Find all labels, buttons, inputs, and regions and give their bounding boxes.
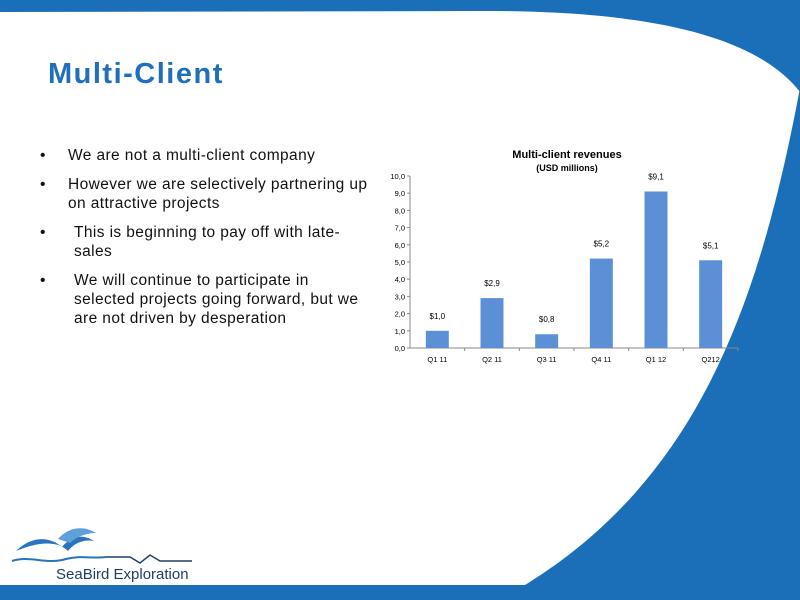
bullet-text: This is beginning to pay off with late-s… [74,224,341,260]
x-tick-label: Q2 11 [482,355,502,364]
data-label: $1,0 [430,312,446,321]
y-tick-label: 4,0 [395,275,405,284]
bullet-item: • We will continue to participate in sel… [40,271,370,328]
y-tick-label: 1,0 [395,327,405,336]
top-swoosh [0,0,800,92]
bar [425,330,449,348]
chart-subtitle: (USD millions) [536,163,598,173]
seagull-wave-icon [11,528,192,564]
data-label: $5,1 [703,241,719,250]
chart-title: Multi-client revenues [512,149,621,161]
x-tick-label: Q1 12 [646,355,666,364]
y-tick-label: 2,0 [395,310,405,319]
x-tick-label: Q212 [701,355,719,364]
slide-title: Multi-Client [48,58,224,90]
bullet-text: We are not a multi-client company [68,147,316,164]
data-label: $5,2 [594,240,610,249]
y-tick-label: 9,0 [395,189,405,198]
bullet-item: • However we are selectively partnering … [40,175,370,213]
bar [535,334,559,348]
bullet-item: • This is beginning to pay off with late… [40,223,370,261]
x-tick-label: Q3 11 [537,355,557,364]
bullet-text: However we are selectively partnering up… [68,176,368,212]
logo-text: SeaBird Exploration [56,566,189,583]
bullet-dot: • [40,147,46,164]
bullet-item: • We are not a multi-client company [40,146,370,165]
bullet-dot: • [40,272,46,289]
multi-client-revenue-chart: Multi-client revenues (USD millions) 0,0… [390,149,739,364]
x-tick-label: Q4 11 [591,355,611,364]
bar [589,258,613,348]
bar [644,191,668,348]
bullet-dot: • [40,176,46,193]
data-label: $9,1 [648,172,664,181]
y-tick-label: 10,0 [390,172,405,181]
right-swoosh [520,88,800,588]
y-tick-label: 7,0 [395,224,405,233]
bullet-text: We will continue to participate in selec… [74,272,359,327]
y-tick-label: 0,0 [395,344,405,353]
y-tick-label: 8,0 [395,206,405,215]
bar [699,260,723,348]
data-label: $0,8 [539,315,555,324]
bullet-dot: • [40,224,46,241]
data-label: $2,9 [484,279,500,288]
y-tick-label: 6,0 [395,241,405,250]
company-logo [10,525,200,580]
chart-body: 0,0 1,0 2,0 3,0 4,0 5,0 6,0 7,0 8,0 9,0 10,0 $1,0 Q1… [390,172,739,364]
bullet-list: • We are not a multi-client company • Ho… [40,146,370,338]
bottom-bar [0,585,800,600]
y-tick-label: 5,0 [395,258,405,267]
bar [480,298,504,348]
x-tick-label: Q1 11 [427,355,447,364]
y-tick-label: 3,0 [395,292,405,301]
